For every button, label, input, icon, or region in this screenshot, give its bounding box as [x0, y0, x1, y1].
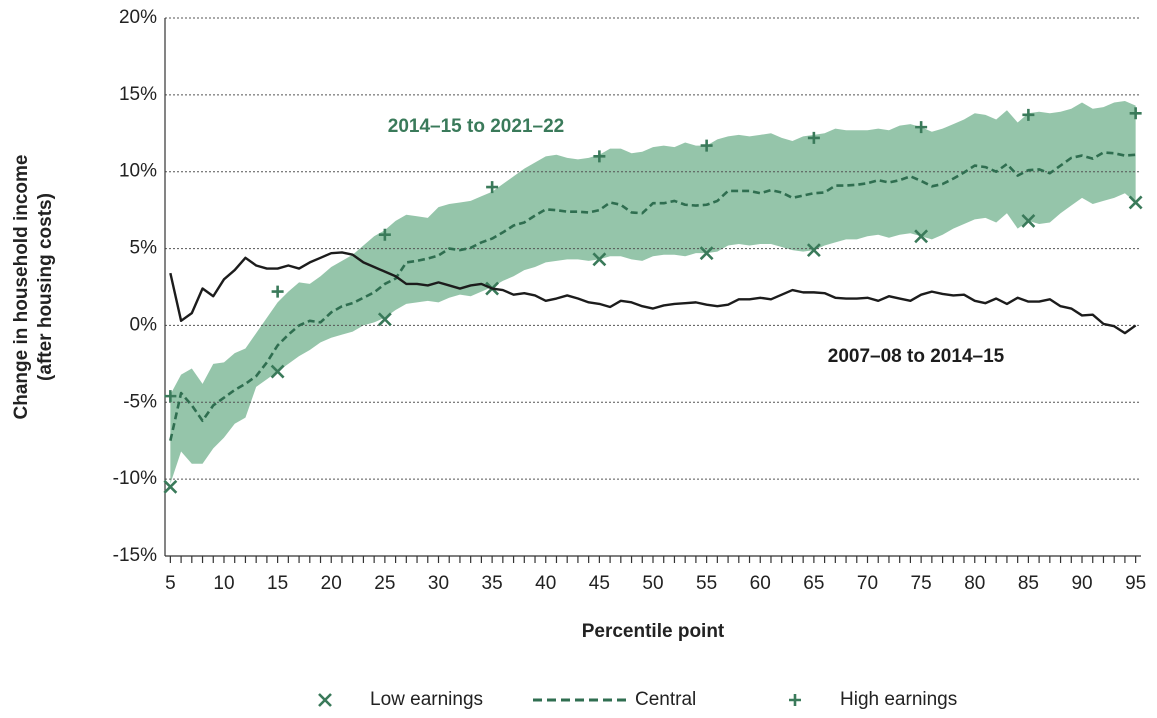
x-tick-label: 10	[213, 573, 234, 594]
marker	[378, 228, 391, 241]
legend-label: Low earnings	[370, 689, 483, 710]
y-tick-label: 15%	[119, 84, 157, 105]
x-tick-label: 80	[964, 573, 985, 594]
y-axis-title: Change in household income	[11, 155, 32, 420]
marker	[1128, 195, 1143, 210]
x-tick-label: 75	[911, 573, 932, 594]
y-tick-label: -10%	[113, 468, 157, 489]
marker	[486, 181, 499, 194]
legend-label: High earnings	[840, 689, 957, 710]
marker	[270, 364, 285, 379]
marker	[700, 139, 713, 152]
x-tick-label: 40	[535, 573, 556, 594]
y-tick-label: -5%	[123, 391, 157, 412]
x-tick-label: 50	[642, 573, 663, 594]
marker	[914, 229, 929, 244]
x-tick-label: 20	[321, 573, 342, 594]
marker	[377, 312, 392, 327]
x-tick-label: 25	[374, 573, 395, 594]
range-band	[170, 101, 1136, 484]
x-tick-label: 55	[696, 573, 717, 594]
y-tick-label: 20%	[119, 7, 157, 28]
legend-marker	[318, 693, 332, 707]
x-tick-label: 15	[267, 573, 288, 594]
marker	[593, 150, 606, 163]
x-tick-label: 45	[589, 573, 610, 594]
x-tick-label: 95	[1125, 573, 1146, 594]
y-tick-label: 0%	[130, 314, 158, 335]
legend-label: Central	[635, 689, 696, 710]
marker	[1021, 213, 1036, 228]
x-tick-label: 65	[803, 573, 824, 594]
x-tick-label: 35	[482, 573, 503, 594]
legend-marker	[789, 694, 801, 706]
marker	[1022, 108, 1035, 121]
marker	[592, 252, 607, 267]
marker	[806, 243, 821, 258]
marker	[807, 131, 820, 144]
x-tick-label: 60	[750, 573, 771, 594]
y-tick-label: -15%	[113, 545, 157, 566]
band-annotation: 2014–15 to 2021–22	[388, 116, 564, 137]
marker	[271, 285, 284, 298]
marker	[1129, 107, 1142, 120]
series-annotation: 2007–08 to 2014–15	[828, 346, 1005, 367]
marker	[915, 121, 928, 134]
series-line	[169, 151, 1136, 441]
marker	[163, 479, 178, 494]
y-tick-label: 5%	[130, 238, 158, 259]
x-tick-label: 85	[1018, 573, 1039, 594]
x-axis-title: Percentile point	[582, 621, 725, 642]
x-tick-label: 70	[857, 573, 878, 594]
series-line	[169, 251, 1137, 335]
y-axis-title: (after housing costs)	[35, 193, 56, 381]
x-tick-label: 5	[165, 573, 176, 594]
x-tick-label: 90	[1071, 573, 1092, 594]
x-tick-label: 30	[428, 573, 449, 594]
marker	[699, 246, 714, 261]
y-tick-label: 10%	[119, 161, 157, 182]
marker	[164, 390, 177, 403]
